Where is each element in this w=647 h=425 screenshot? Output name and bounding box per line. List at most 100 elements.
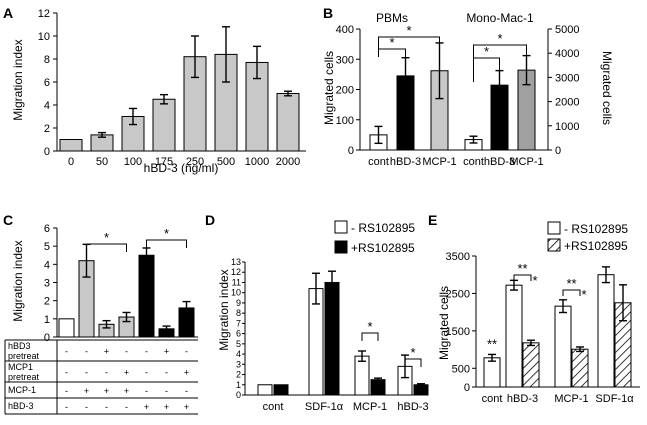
e-ytick-label: 3500	[446, 251, 470, 263]
e-xtick-label: MCP-1	[554, 393, 588, 405]
c-table-row-label: MCP1	[8, 362, 33, 372]
e-sig-hbd3-single: *	[532, 273, 537, 288]
c-table-cell: -	[65, 386, 68, 396]
c-sig-bracket-mcp1	[86, 243, 127, 252]
b-xtick-label: MCP-1	[422, 156, 456, 168]
b-ytick-right-label: 1000	[555, 121, 579, 133]
c-table-cell: +	[124, 368, 129, 378]
d-ytick-label: 7	[236, 318, 241, 328]
a-xtick-label: 100	[124, 156, 142, 168]
c-table-cell: -	[185, 347, 188, 357]
c-table-cell: +	[104, 386, 109, 396]
c-table-cell: +	[164, 402, 169, 412]
b-sig-bracket-pbms-mcp1	[378, 36, 440, 57]
c-ytick-label: 5	[44, 241, 50, 253]
panel-label-a: A	[3, 5, 13, 21]
c-table-cell: +	[104, 347, 109, 357]
d-ytick-label: 2	[236, 370, 241, 380]
c-table-cell: +	[184, 368, 189, 378]
e-sig-bracket-mcp1-label: **	[566, 276, 576, 291]
a-ytick-label: 6	[44, 77, 50, 89]
e-legend-swatch-plus	[547, 238, 561, 252]
e-xtick-label: SDF-1α	[595, 393, 634, 405]
b-sig-bracket-pbms-mcp1-label: *	[406, 23, 411, 38]
d-bar	[257, 384, 273, 396]
b-xtick-label: hBD-3	[484, 156, 515, 168]
b-sig-bracket-monomac-hbd3-label: *	[484, 44, 489, 59]
a-ytick-label: 2	[44, 123, 50, 135]
a-xtick-label: 2000	[276, 156, 300, 168]
panel-label-c: C	[3, 212, 13, 228]
c-ytick-label: 6	[44, 223, 50, 235]
d-sig-bracket-hbd3-label: *	[410, 345, 415, 360]
c-table-cell: -	[165, 368, 168, 378]
a-ytick-label: 4	[44, 100, 50, 112]
a-xtick-label: 500	[217, 156, 235, 168]
a-bar	[276, 93, 300, 152]
b-xtick-label: cont	[368, 156, 389, 168]
e-xtick-label: cont	[482, 393, 503, 405]
b-ytick-right-label: 4000	[555, 48, 579, 60]
d-bar	[370, 379, 386, 396]
d-ytick-label: 9	[236, 298, 241, 308]
e-bar	[483, 357, 501, 388]
e-sig-bracket-hbd3-label: **	[517, 261, 527, 276]
b-ylabel-right: Migrated cells	[600, 51, 614, 125]
c-ytick-label: 2	[44, 296, 50, 308]
c-table-cell: +	[84, 386, 89, 396]
e-ytick-label: 500	[452, 363, 470, 375]
d-xtick-label: hBD-3	[397, 401, 428, 413]
a-xtick-label: 175	[155, 156, 173, 168]
d-xtick-label: SDF-1α	[305, 401, 344, 413]
a-bar	[59, 139, 83, 152]
e-bar	[597, 274, 615, 388]
a-ytick-label: 10	[38, 31, 50, 43]
d-ytick-label: 12	[231, 267, 241, 277]
a-xtick-label: 1000	[245, 156, 269, 168]
d-legend-minus: - RS102895	[351, 221, 415, 235]
d-ytick-label: 6	[236, 329, 241, 339]
b-ytick-right-label: 5000	[555, 24, 579, 36]
b-xtick-label: hBD-3	[390, 156, 421, 168]
b-ytick-right-label: 0	[555, 145, 561, 157]
c-table-cell: -	[185, 386, 188, 396]
b-ytick-left-label: 100	[336, 115, 354, 127]
d-ytick-label: 13	[231, 257, 241, 267]
panel-label-d: D	[205, 212, 215, 228]
b-sig-bracket-pbms-hbd3-label: *	[389, 35, 394, 50]
e-sig-bracket-hbd3	[513, 274, 532, 281]
c-sig-bracket-mcp1-label: *	[104, 230, 109, 245]
c-table-cell: +	[184, 402, 189, 412]
e-sig-cont: **	[487, 336, 497, 351]
c-table-cell: -	[85, 368, 88, 378]
panel-label-e: E	[428, 212, 437, 228]
b-xtick-label: MCP-1	[509, 156, 543, 168]
e-bar	[522, 342, 540, 388]
d-ytick-label: 4	[236, 349, 241, 359]
a-ytick-label: 8	[44, 54, 50, 66]
b-ytick-left-label: 200	[336, 85, 354, 97]
c-table-cell: -	[125, 347, 128, 357]
e-ytick-label: 2500	[446, 288, 470, 300]
e-sig-bracket-mcp1	[562, 289, 581, 296]
e-legend-plus: +RS102895	[564, 239, 628, 253]
c-table-row-label: pretreat	[8, 351, 40, 361]
e-ylabel: Migrated cells	[437, 286, 451, 360]
c-ytick-label: 4	[44, 259, 50, 271]
b-ytick-left-label: 300	[336, 54, 354, 66]
b-ytick-right-label: 2000	[555, 97, 579, 109]
b-sig-bracket-monomac-mcp1	[473, 44, 527, 82]
d-ytick-label: 0	[236, 390, 241, 400]
c-table-cell: -	[105, 368, 108, 378]
c-table-row-label: pretreat	[8, 372, 40, 382]
e-xtick-label: hBD-3	[507, 393, 538, 405]
c-bar	[58, 318, 75, 338]
c-ylabel: Migration index	[11, 240, 25, 321]
c-sig-bracket-hbd3	[146, 239, 187, 248]
c-table-cell: +	[164, 347, 169, 357]
c-bar	[138, 254, 155, 338]
c-table-cell: -	[125, 402, 128, 412]
d-sig-bracket-mcp1-label: *	[367, 319, 372, 334]
a-xlabel: hBD-3 (ng/ml)	[144, 161, 219, 175]
b-group-label-pbms: PBMs	[376, 11, 408, 25]
